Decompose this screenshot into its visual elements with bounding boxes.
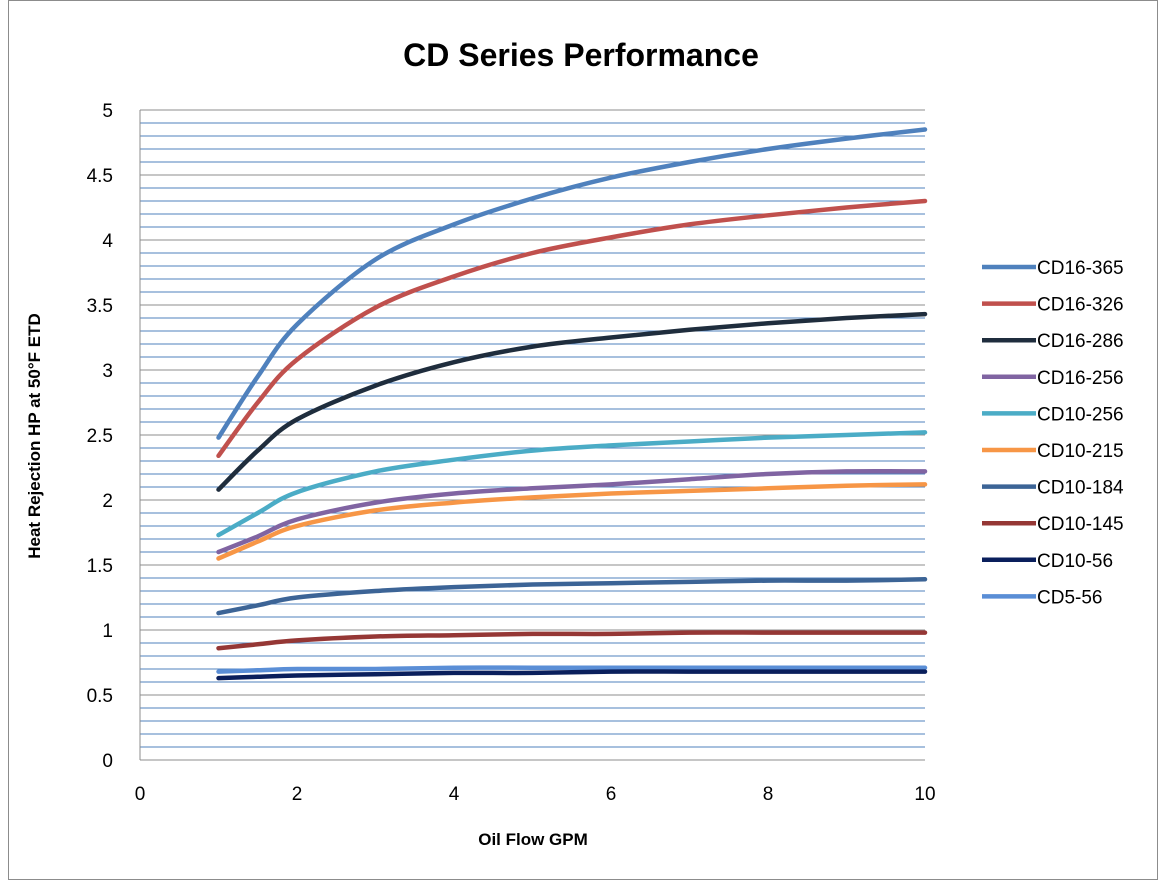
series-line-cd5-56 xyxy=(216,665,928,674)
legend-label: CD16-365 xyxy=(1037,258,1124,279)
x-tick-label: 4 xyxy=(449,784,460,805)
y-tick-label: 3.5 xyxy=(87,296,113,317)
grid-lines xyxy=(140,109,925,748)
x-tick-label: 6 xyxy=(606,784,617,805)
y-tick-label: 2 xyxy=(102,491,113,512)
series-lines xyxy=(216,127,928,681)
legend-label: CD10-215 xyxy=(1037,441,1124,462)
legend-label: CD16-256 xyxy=(1037,368,1124,389)
y-tick-label: 4 xyxy=(102,231,113,252)
y-axis-title: Heat Rejection HP at 50°F ETD xyxy=(25,313,44,559)
legend-label: CD10-56 xyxy=(1037,551,1113,572)
chart-frame xyxy=(8,0,1158,880)
series-line-cd16-256 xyxy=(216,468,928,555)
y-tick-label: 5 xyxy=(102,101,113,122)
x-axis-title: Oil Flow GPM xyxy=(478,830,588,849)
y-tick-label: 1.5 xyxy=(87,556,113,577)
y-tick-label: 0.5 xyxy=(87,686,113,707)
y-tick-label: 0 xyxy=(102,751,113,772)
series-line-cd10-184 xyxy=(216,577,928,616)
y-tick-label: 3 xyxy=(102,361,113,382)
series-line-cd16-365 xyxy=(216,127,928,440)
x-tick-label: 10 xyxy=(914,784,935,805)
legend-label: CD5-56 xyxy=(1037,587,1102,608)
legend-label: CD10-145 xyxy=(1037,514,1124,535)
series-line-cd10-215 xyxy=(216,482,928,561)
series-line-cd10-56 xyxy=(216,669,928,681)
x-tick-label: 2 xyxy=(292,784,303,805)
x-tick-label: 0 xyxy=(135,784,146,805)
series-line-cd10-256 xyxy=(216,430,928,538)
legend-label: CD10-256 xyxy=(1037,404,1124,425)
legend-label: CD16-326 xyxy=(1037,295,1124,316)
axes xyxy=(139,110,925,761)
series-line-cd16-326 xyxy=(216,198,928,459)
legend-label: CD16-286 xyxy=(1037,331,1124,352)
y-tick-label: 4.5 xyxy=(87,166,113,187)
legend-label: CD10-184 xyxy=(1037,478,1124,499)
chart-title: CD Series Performance xyxy=(403,37,759,73)
y-tick-labels: 0 0.5 1 1.5 2 2.5 3 3.5 4 4.5 5 xyxy=(87,101,114,772)
series-line-cd16-286 xyxy=(216,311,928,492)
x-tick-labels: 0 2 4 6 8 10 xyxy=(135,784,936,805)
x-tick-label: 8 xyxy=(763,784,774,805)
series-line-cd10-145 xyxy=(216,630,928,651)
y-tick-label: 1 xyxy=(102,621,113,642)
legend: CD16-365 CD16-326 CD16-286 CD16-256 CD10-256… xyxy=(982,258,1124,608)
y-tick-label: 2.5 xyxy=(87,426,113,447)
